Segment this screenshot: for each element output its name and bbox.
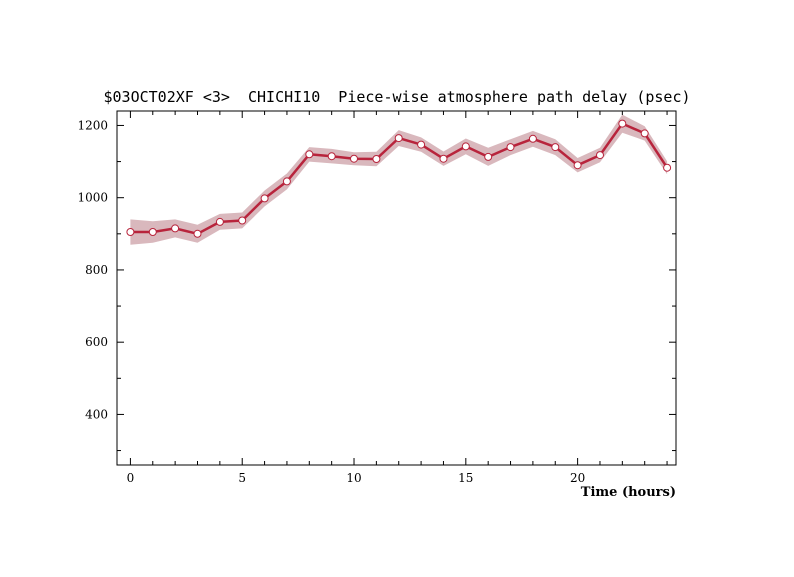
data-point: [551, 143, 560, 152]
data-point: [327, 152, 336, 161]
x-tick-label: 20: [570, 471, 585, 485]
y-tick-label: 600: [85, 335, 108, 349]
data-point: [484, 152, 493, 161]
data-point: [596, 151, 604, 160]
data-point: [573, 161, 582, 170]
axis-ticks: [117, 111, 676, 465]
data-point: [305, 150, 314, 159]
data-point: [528, 134, 537, 143]
data-point: [193, 229, 202, 238]
data-point: [260, 194, 269, 203]
x-axis-label: Time (hours): [581, 485, 676, 500]
data-point: [126, 228, 135, 236]
data-point: [282, 177, 291, 186]
data-point: [372, 155, 381, 163]
tick-labels: 0 5 10 15 20 400 600 800 1000 1200: [77, 118, 585, 485]
data-point: [238, 216, 247, 225]
data-point: [394, 134, 403, 143]
data-point: [215, 217, 224, 226]
y-tick-label: 800: [85, 263, 108, 277]
y-tick-label: 400: [85, 407, 108, 421]
data-point: [350, 154, 358, 163]
data-point: [663, 163, 672, 172]
data-point: [506, 143, 515, 152]
x-tick-label: 5: [238, 471, 246, 485]
data-point-layer: [126, 119, 672, 238]
data-point: [640, 129, 649, 138]
y-tick-label: 1000: [77, 191, 108, 205]
plot-frame: [116, 110, 677, 466]
data-point: [417, 140, 426, 149]
data-point: [461, 142, 470, 151]
data-point: [618, 119, 627, 128]
data-point: [171, 224, 180, 233]
data-point: [439, 154, 448, 163]
x-tick-label: 10: [346, 471, 361, 485]
data-point: [148, 228, 157, 236]
x-tick-label: 0: [127, 471, 135, 485]
chart-title: $03OCT02XF <3> CHICHI10 Piece-wise atmos…: [104, 88, 691, 106]
x-tick-label: 15: [458, 471, 473, 485]
y-tick-label: 1200: [77, 118, 108, 132]
